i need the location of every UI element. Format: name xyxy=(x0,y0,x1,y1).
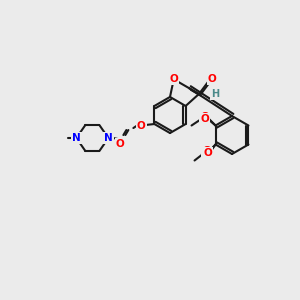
Text: N: N xyxy=(72,133,81,143)
Text: O: O xyxy=(208,74,216,84)
Text: H: H xyxy=(211,89,219,99)
Text: O: O xyxy=(137,121,146,131)
Text: N: N xyxy=(104,133,113,143)
Text: O: O xyxy=(116,139,125,149)
Text: O: O xyxy=(202,146,211,157)
Text: O: O xyxy=(169,74,178,84)
Text: O: O xyxy=(200,115,209,124)
Text: O: O xyxy=(203,148,212,158)
Text: O: O xyxy=(200,112,209,122)
